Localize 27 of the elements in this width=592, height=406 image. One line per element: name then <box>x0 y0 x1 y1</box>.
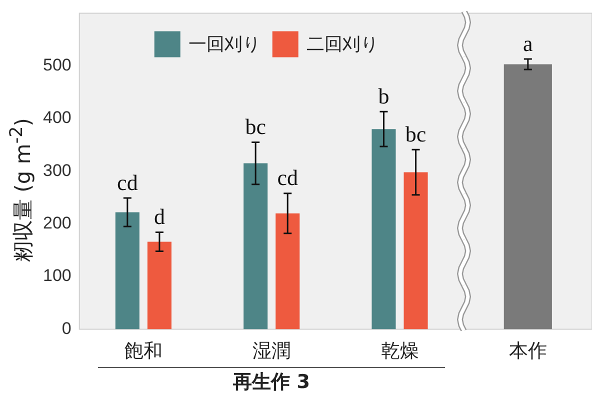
x-tick-label: 本作 <box>508 340 547 362</box>
y-tick-label: 300 <box>42 160 72 180</box>
legend-label: 二回刈り <box>306 34 378 55</box>
x-tick-label: 湿潤 <box>252 340 291 362</box>
bar <box>372 129 396 330</box>
y-tick-label: 500 <box>42 56 72 75</box>
bar <box>404 172 428 330</box>
data-label: a <box>523 30 534 56</box>
y-tick-label: 100 <box>42 266 72 286</box>
bar <box>504 64 552 330</box>
data-label: cd <box>277 165 298 190</box>
bar <box>115 212 140 330</box>
y-tick-label: 400 <box>42 108 72 128</box>
data-label: d <box>154 204 165 230</box>
x-tick-label: 乾燥 <box>380 340 419 362</box>
y-tick-label: 0 <box>62 318 72 338</box>
data-label: bc <box>405 121 426 146</box>
x-tick-label: 飽和 <box>124 340 162 362</box>
bar <box>276 213 300 330</box>
bar <box>244 163 268 330</box>
bar <box>147 242 172 330</box>
y-tick-label: 200 <box>42 214 72 233</box>
data-label: b <box>378 83 390 108</box>
x-axis-title: 再生作 3 <box>233 370 310 396</box>
data-label: bc <box>245 114 266 140</box>
data-label: cd <box>117 170 138 195</box>
legend-label: 一回刈り <box>188 34 260 55</box>
